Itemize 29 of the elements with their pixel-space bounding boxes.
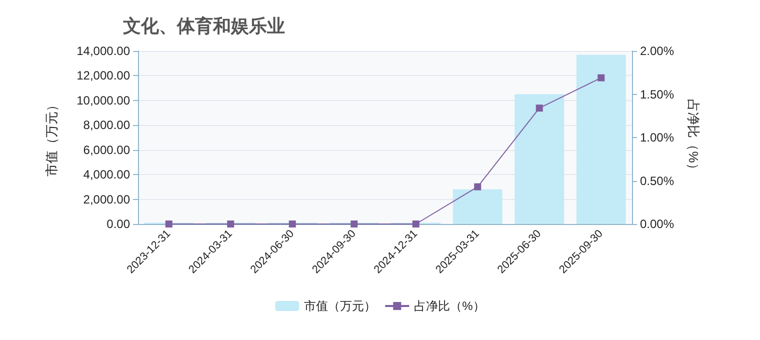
point (536, 104, 543, 112)
y2-tick-label: 2.00% (640, 44, 674, 58)
y-tick-label: 2,000.00 (83, 192, 130, 206)
legend-label: 市值（万元） (304, 299, 376, 313)
y-axis-title: 市值（万元） (44, 98, 59, 176)
legend-label: 占净比（%） (414, 299, 485, 313)
y-tick-label: 8,000.00 (83, 118, 130, 132)
y-tick-label: 10,000.00 (76, 93, 130, 108)
y-tick-label: 14,000.00 (76, 44, 130, 58)
point (474, 183, 482, 190)
chart-title: 文化、体育和娱乐业 (122, 15, 285, 36)
y2-tick-label: 0.50% (640, 174, 674, 188)
bar (576, 54, 626, 224)
y2-axis-title: 占净比（%） (686, 99, 701, 176)
bar (452, 189, 502, 224)
point (165, 220, 172, 228)
bar (514, 94, 564, 224)
point (227, 220, 234, 228)
point (598, 74, 605, 82)
y2-tick-label: 1.50% (640, 87, 674, 102)
y-tick-label: 6,000.00 (83, 142, 130, 157)
y2-tick-label: 0.00% (640, 217, 674, 231)
y-tick-label: 0.00 (106, 217, 130, 231)
point (350, 220, 358, 228)
y-tick-label: 4,000.00 (83, 168, 130, 182)
point (412, 220, 420, 228)
point (288, 220, 296, 228)
y2-tick-label: 1.00% (640, 130, 674, 144)
y-tick-label: 12,000.00 (76, 68, 130, 83)
